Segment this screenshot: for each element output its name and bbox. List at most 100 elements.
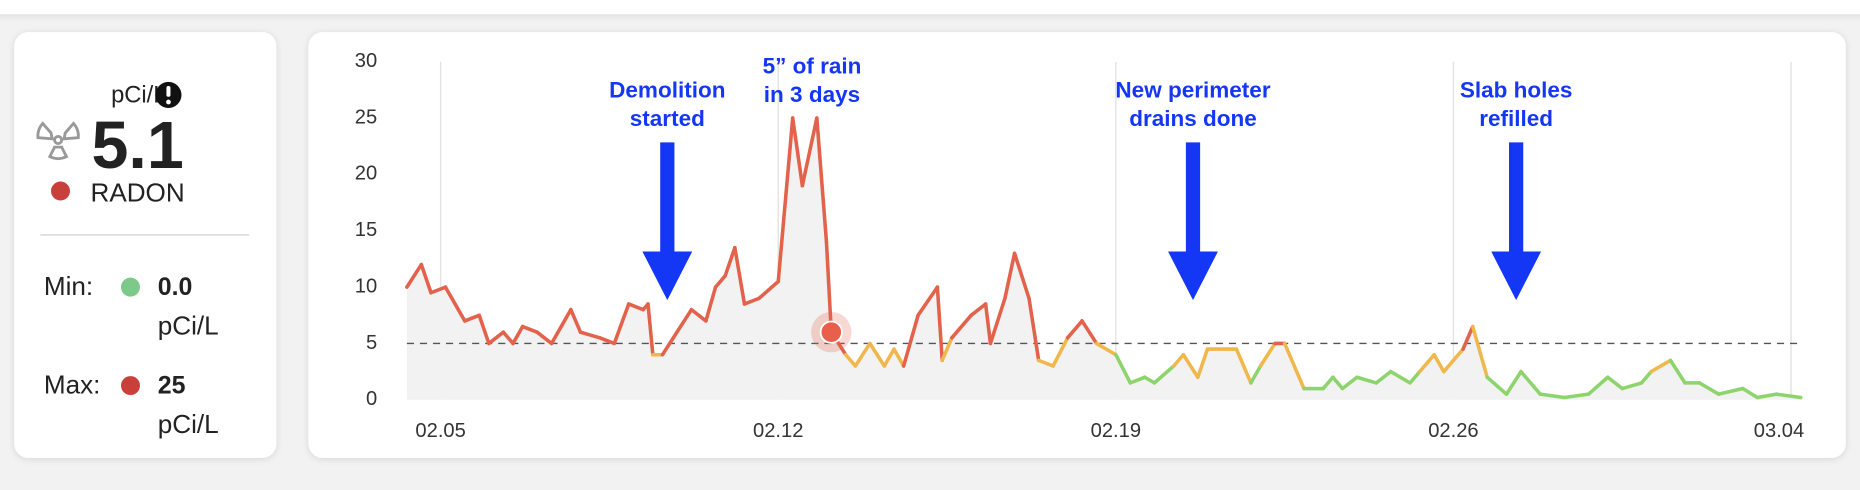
line-segment xyxy=(1128,375,1147,385)
line-segment xyxy=(882,347,896,368)
x-tick-label: 02.05 xyxy=(415,420,465,442)
line-segment xyxy=(800,116,819,188)
line-segment xyxy=(1716,386,1745,396)
line-segment xyxy=(626,302,645,312)
line-segment xyxy=(1470,324,1489,380)
line-segment xyxy=(1605,375,1625,391)
marker xyxy=(819,320,843,344)
line-segment xyxy=(1003,251,1017,301)
line-segment xyxy=(578,330,602,340)
line-segment xyxy=(1065,319,1084,340)
line-segment xyxy=(612,302,631,346)
line-segment xyxy=(1181,352,1200,380)
line-segment xyxy=(1562,392,1591,400)
line-segment xyxy=(1432,352,1446,374)
line-segment xyxy=(1586,375,1610,396)
line-segment xyxy=(487,330,506,346)
y-tick-label: 20 xyxy=(355,163,377,185)
line-segment xyxy=(1538,392,1567,400)
x-tick-label: 02.26 xyxy=(1428,420,1478,442)
line-segment xyxy=(1774,392,1803,400)
line-segment xyxy=(1036,358,1055,368)
annotation-text: refilled xyxy=(1479,106,1553,131)
y-tick-label: 10 xyxy=(355,275,377,297)
annotation-arrowhead xyxy=(1168,251,1218,301)
line-segment xyxy=(501,330,515,346)
max-value: 25 xyxy=(158,371,186,399)
line-segment xyxy=(892,347,906,368)
annotation-text: Slab holes xyxy=(1460,77,1573,102)
y-tick-label: 0 xyxy=(366,388,377,410)
line-segment xyxy=(940,336,954,363)
line-segment xyxy=(843,352,858,368)
min-value: 0.0 xyxy=(158,273,193,301)
y-tick-label: 25 xyxy=(355,106,377,128)
min-label: Min: xyxy=(44,271,93,301)
annotation-arrowhead xyxy=(642,251,693,301)
line-segment xyxy=(549,307,573,346)
line-segment xyxy=(646,302,655,357)
line-segment xyxy=(935,285,944,363)
annotation-arrowhead xyxy=(1491,251,1542,301)
info-icon[interactable] xyxy=(155,81,182,108)
max-label: Max: xyxy=(44,370,101,400)
annotation-text: 5” of rain xyxy=(763,54,862,79)
line-segment xyxy=(1697,381,1721,396)
max-unit: pCi/L xyxy=(158,409,219,439)
y-tick-label: 30 xyxy=(355,50,377,72)
line-segment xyxy=(1080,319,1099,346)
chart: 02.05 02.12 02.19 02.26 03.04 0 5 10 15 20 25 30 Dem… xyxy=(355,50,1804,442)
line-segment xyxy=(443,285,467,323)
line-segment xyxy=(1355,375,1379,385)
line-segment xyxy=(713,274,727,289)
line-segment xyxy=(733,245,747,306)
line-segment xyxy=(1258,341,1277,368)
line-segment xyxy=(419,262,433,295)
line-segment xyxy=(1249,364,1263,385)
line-segment xyxy=(520,324,539,334)
x-tick-label: 03.04 xyxy=(1754,420,1804,442)
line-segment xyxy=(1340,375,1359,391)
line-segment xyxy=(1639,369,1653,385)
line-segment xyxy=(853,341,872,368)
max-dot xyxy=(120,376,140,396)
line-segment xyxy=(1442,347,1465,374)
current-value: 5.1 xyxy=(91,109,183,183)
line-segment xyxy=(1114,352,1133,385)
line-segment xyxy=(1171,352,1186,368)
line-segment xyxy=(950,313,973,340)
line-segment xyxy=(535,330,554,346)
line-segment xyxy=(1620,381,1644,391)
line-segment xyxy=(1196,347,1210,380)
line-segment xyxy=(723,245,737,278)
line-segment xyxy=(1388,369,1412,385)
line-segment xyxy=(1504,369,1523,396)
y-tick-label: 5 xyxy=(366,332,377,354)
line-segment xyxy=(901,313,920,368)
line-segment xyxy=(1331,375,1345,391)
annotation-text: New perimeter xyxy=(1115,77,1270,102)
sensor-label: RADON xyxy=(91,177,185,207)
line-segment xyxy=(477,313,491,346)
min-unit: pCi/L xyxy=(158,310,219,340)
annotation-text: drains done xyxy=(1129,106,1257,131)
line-segment xyxy=(1012,251,1031,301)
line-segment xyxy=(1485,375,1509,396)
line-segment xyxy=(704,285,718,323)
line-segment xyxy=(824,240,834,334)
line-segment xyxy=(983,302,993,346)
annotation-arrow xyxy=(1509,142,1524,254)
line-segment xyxy=(689,307,708,323)
line-segment xyxy=(511,324,525,346)
line-segment xyxy=(1051,336,1070,368)
line-segment xyxy=(1142,375,1157,385)
line-segment xyxy=(1027,296,1041,363)
line-segment xyxy=(1152,364,1176,385)
line-segment xyxy=(815,116,829,244)
line-segment xyxy=(660,330,679,357)
line-segment xyxy=(790,116,805,188)
line-segment xyxy=(1321,375,1335,391)
annotation-text: Demolition xyxy=(609,77,725,102)
line-segment xyxy=(1282,341,1306,391)
